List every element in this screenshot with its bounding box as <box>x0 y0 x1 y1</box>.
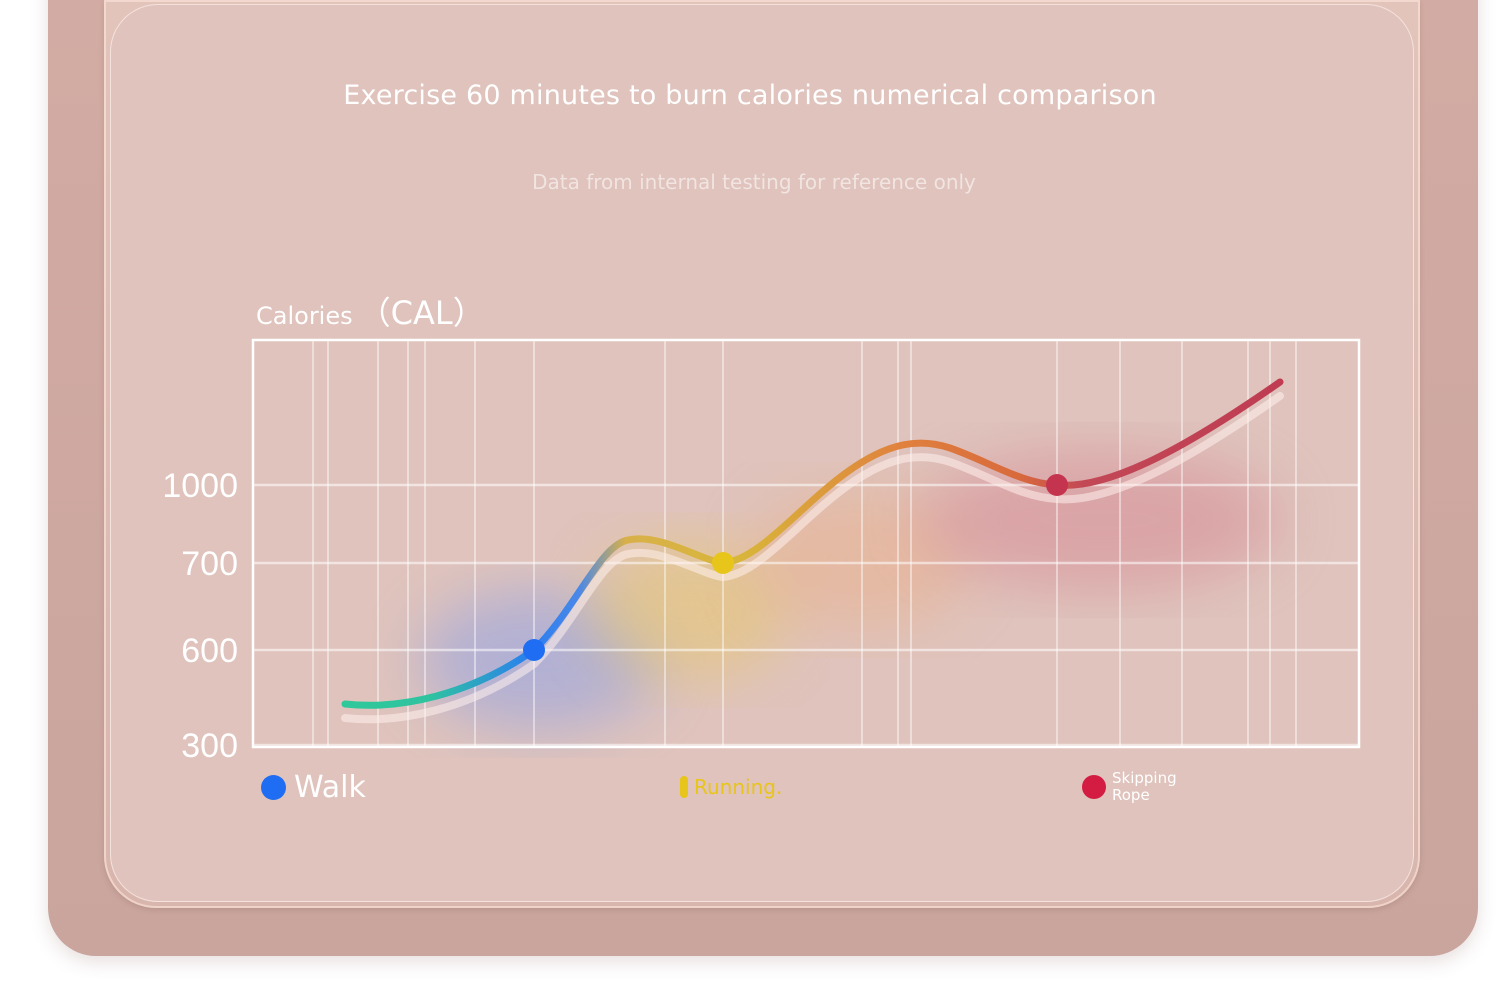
legend-walk-dot <box>261 775 286 800</box>
legend-walk: Walk <box>261 770 366 805</box>
y-tick-label: 600 <box>181 632 238 670</box>
legend-running: Running. <box>680 775 782 799</box>
legend-walk-label: Walk <box>294 770 366 805</box>
data-markers <box>523 474 1068 661</box>
legend-rope-label: Skipping Rope <box>1112 769 1177 804</box>
y-axis-label: Calories （CAL） <box>256 288 485 334</box>
y-tick-label: 1000 <box>162 467 238 505</box>
y-tick-label: 700 <box>181 545 238 583</box>
chart-subtitle: Data from internal testing for reference… <box>532 170 976 194</box>
legend-running-label: Running. <box>694 775 783 799</box>
legend-running-dot <box>680 776 688 798</box>
legend-rope-dot <box>1082 775 1106 799</box>
plot-frame <box>251 338 1361 749</box>
y-tick-label: 300 <box>181 727 238 765</box>
line-shadow <box>341 392 1284 724</box>
chart-title: Exercise 60 minutes to burn calories num… <box>343 80 1157 111</box>
data-point-walk <box>523 639 545 661</box>
y-axis-unit: （CAL） <box>358 294 485 332</box>
data-point-running <box>712 552 734 574</box>
legend-skipping-rope: Skipping Rope <box>1082 770 1192 804</box>
data-point-skipping-rope <box>1046 474 1068 496</box>
glow-areas <box>420 450 1280 730</box>
chart-grid <box>253 340 1359 747</box>
y-axis-ticks: 1000 700 600 300 <box>162 467 238 765</box>
y-axis-label-text: Calories <box>256 302 353 330</box>
